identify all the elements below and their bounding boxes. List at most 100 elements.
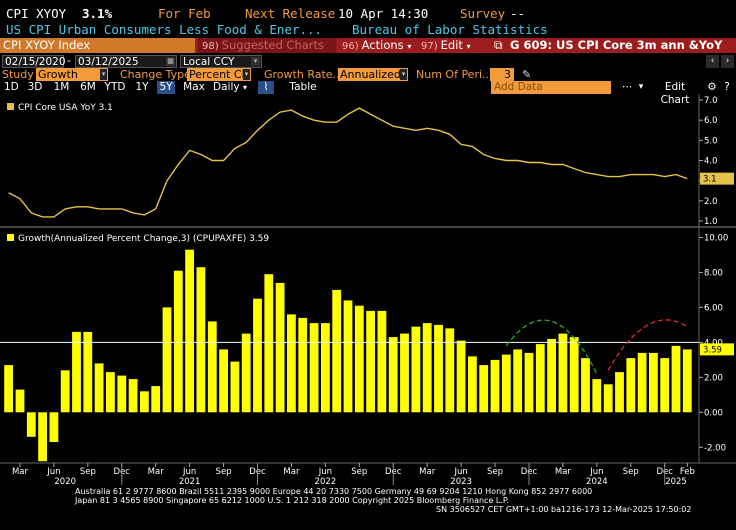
x-tick-label: Jun: [46, 467, 60, 477]
x-tick-label: Sep: [487, 467, 503, 477]
source: Bureau of Labor Statistics: [352, 22, 548, 37]
x-tick-label: Jun: [453, 467, 467, 477]
growth-bar: [343, 300, 353, 413]
next-release-value: 10 Apr 14:30: [338, 6, 429, 21]
security-field[interactable]: CPI XYOY Index: [0, 38, 195, 53]
x-tick-label: Sep: [623, 467, 639, 477]
growth-bar: [173, 270, 183, 413]
growth-bar: [637, 352, 647, 413]
x-tick-label: Mar: [283, 467, 300, 477]
chevron-down-icon: ▾: [100, 69, 107, 80]
growth-bar: [332, 289, 342, 413]
range-1d-button[interactable]: 1D: [4, 81, 19, 93]
y-tick-label: 10.00: [704, 233, 728, 243]
edit-chart-button[interactable]: Edit Chart: [660, 81, 690, 106]
growth-bar: [626, 358, 636, 413]
growth-bar: [603, 384, 613, 413]
growth-bar: [162, 307, 172, 413]
growth-bar: [682, 349, 692, 413]
range-6m-button[interactable]: 6M: [80, 81, 96, 93]
pencil-icon[interactable]: ✎: [522, 68, 532, 81]
growth-bar: [615, 372, 624, 413]
growth-bar: [581, 358, 590, 413]
growth-bar: [241, 333, 251, 413]
growth-bar: [60, 370, 70, 413]
y-tick-label: 7.0: [704, 96, 718, 106]
growth-bar: [558, 333, 568, 413]
start-date-field[interactable]: 02/15/2020: [2, 55, 66, 68]
more-icon[interactable]: ⋯: [622, 81, 633, 93]
last-value-tag-label: 3.1: [703, 175, 717, 185]
x-axis: Mar Jun Sep Dec Mar Jun Sep Dec Mar Jun Sep Dec Mar J…: [12, 463, 695, 487]
range-5y-button[interactable]: 5Y: [157, 81, 175, 94]
growth-bar: [128, 379, 138, 413]
x-tick-label: Mar: [419, 467, 436, 477]
footer-line-2: Japan 81 3 4565 8900 Singapore 65 6212 1…: [75, 496, 510, 505]
y-tick-label: 0.00: [704, 408, 723, 418]
chart-area[interactable]: 1.02.03.04.05.06.07.03.1 -2.000.002.004.…: [0, 94, 736, 530]
growth-bar: [535, 344, 545, 413]
calendar-icon[interactable]: ▦: [166, 57, 175, 66]
chevron-down-icon: ▾: [251, 57, 260, 66]
growth-bar: [230, 361, 240, 413]
y-tick-label: 6.00: [704, 303, 723, 313]
external-link-icon[interactable]: ⧉: [494, 38, 503, 52]
chevron-down-icon: ▾: [243, 69, 250, 80]
growth-rate-select[interactable]: Annualized ▾: [338, 68, 408, 81]
table-button[interactable]: Table: [289, 81, 317, 93]
add-data-input[interactable]: Add Data: [491, 81, 611, 94]
growth-bar: [490, 359, 500, 413]
next-page-button[interactable]: ›: [721, 55, 734, 68]
chart-title: G 609: US CPI Core 3m ann &YoY: [510, 38, 723, 52]
cpi-core-yoy-line: [8, 107, 688, 218]
y-tick-label: 8.00: [704, 268, 723, 278]
growth-bar: [94, 363, 104, 413]
x-tick-label: Feb: [680, 467, 695, 477]
chevron-down-icon: ▾: [400, 69, 407, 80]
x-tick-label: Sep: [216, 467, 232, 477]
prev-page-button[interactable]: ‹: [706, 55, 719, 68]
end-date-field[interactable]: 03/12/2025 ▦: [75, 55, 177, 68]
growth-bar: [456, 340, 466, 413]
edit-button[interactable]: 97) Edit ▾: [421, 38, 471, 52]
range-1m-button[interactable]: 1M: [53, 81, 70, 93]
growth-bar: [264, 274, 274, 413]
growth-bar: [400, 333, 409, 413]
growth-bar: [388, 337, 398, 413]
range-max-button[interactable]: Max: [183, 81, 205, 93]
growth-bar: [671, 345, 681, 413]
x-tick-label: Mar: [555, 467, 572, 477]
num-periods-input[interactable]: 3: [490, 68, 514, 81]
study-select[interactable]: Growth Rate▾: [36, 68, 108, 94]
line-chart-icon[interactable]: ⌇: [258, 81, 274, 94]
survey-value: --: [510, 6, 526, 21]
range-1y-button[interactable]: 1Y: [135, 81, 149, 93]
y-tick-label: 2.0: [704, 197, 718, 207]
range-3d-button[interactable]: 3D: [27, 81, 43, 93]
green-dashed-projection: [505, 319, 598, 375]
currency-select[interactable]: Local CCY ▾: [180, 55, 262, 68]
range-ytd-button[interactable]: YTD: [104, 81, 126, 93]
gear-icon[interactable]: ⚙: [707, 81, 717, 93]
growth-bar: [422, 323, 432, 413]
legend-bar-label: Growth(Annualized Percent Change,3) (CPU…: [18, 234, 269, 244]
growth-bar: [298, 317, 308, 413]
growth-bar: [660, 358, 670, 413]
chevron-down-icon[interactable]: ▾: [638, 82, 644, 92]
growth-bar: [524, 352, 534, 413]
growth-bar: [83, 331, 93, 413]
frequency-select[interactable]: Daily ▾: [213, 81, 247, 93]
help-icon[interactable]: ?: [724, 81, 730, 93]
x-tick-label: Mar: [148, 467, 165, 477]
suggested-charts-button[interactable]: 98) Suggested Charts: [198, 38, 336, 53]
footer-line-1: Australia 61 2 9777 8600 Brazil 5511 239…: [75, 487, 593, 496]
year-label: 2020: [54, 477, 76, 487]
growth-bar: [468, 356, 477, 413]
growth-bar: [411, 326, 421, 413]
growth-bar: [649, 352, 658, 413]
growth-bar: [377, 310, 387, 413]
next-release-label: Next Release: [245, 6, 336, 21]
actions-button[interactable]: 96) Actions ▾: [342, 38, 412, 52]
change-type-select[interactable]: Percent Ch ▾: [187, 68, 251, 81]
